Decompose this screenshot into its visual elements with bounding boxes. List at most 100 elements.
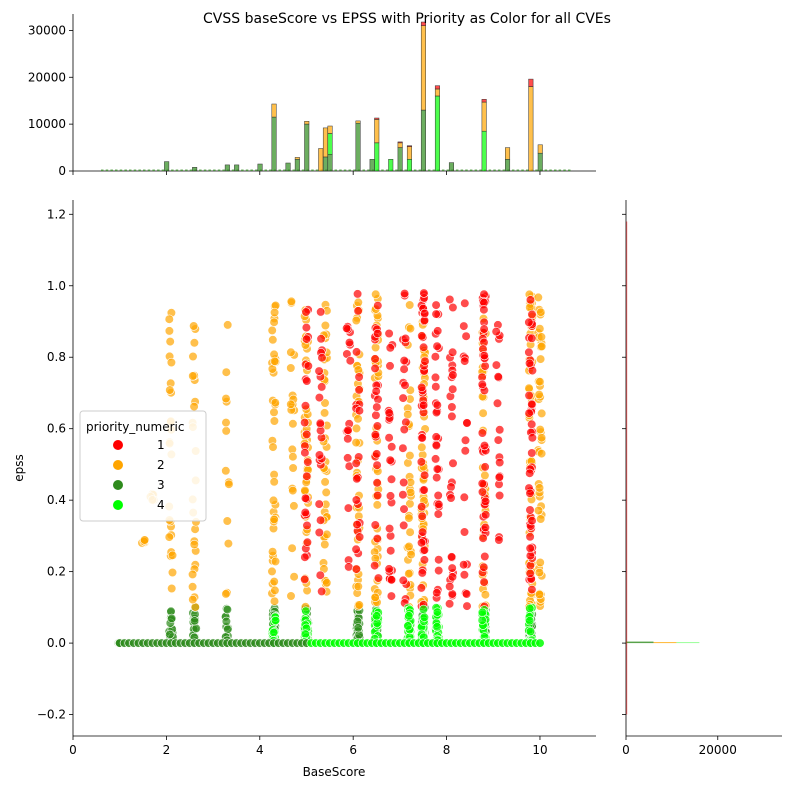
point-s2-c6-20 <box>286 399 296 409</box>
top-hist-bar-7 <box>294 157 300 172</box>
x-axis-label: BaseScore <box>303 765 366 779</box>
top-hist-bar-24 <box>537 144 543 172</box>
point-s3-c1-30 <box>165 629 175 640</box>
point-s1-c13-39 <box>527 516 537 526</box>
legend-entry-4: 4 <box>113 498 165 512</box>
point-s1-c8-31 <box>431 454 441 464</box>
point-s3-c2-24 <box>189 616 200 626</box>
point-s1-c8-19 <box>432 464 443 474</box>
top-hist-small-bar <box>563 169 566 171</box>
point-s1-c0-6 <box>303 457 313 467</box>
point-s1-c5-26 <box>385 343 395 353</box>
top-hist-small-bar <box>549 169 552 171</box>
top-hist-small-bar <box>334 169 337 171</box>
point-s1-c11-31 <box>480 462 490 472</box>
top-hist-small-bar <box>217 169 221 171</box>
point-s1-c11-25 <box>477 487 488 497</box>
point-s3-c3-17 <box>223 624 233 634</box>
top-hist-small-bar <box>143 169 146 171</box>
point-s2-c2-2 <box>165 337 175 347</box>
top-hist-bar-3 <box>234 164 240 172</box>
point-s1-c5-13 <box>387 442 397 452</box>
point-s1-c9-21 <box>448 347 458 357</box>
point-s1-c6-15 <box>398 575 408 586</box>
top-hist-small-bar <box>245 169 249 171</box>
top-hist-bar-22 <box>505 147 511 172</box>
point-s2-c9-25 <box>351 315 361 326</box>
top-hist-segment-p1 <box>434 85 440 90</box>
point-s1-c7-38 <box>418 527 428 537</box>
point-s1-c8-2 <box>431 382 441 392</box>
point-s1-c4-26 <box>372 402 382 412</box>
point-s2-c10-47 <box>372 500 382 510</box>
top-hist-small-bar <box>171 169 174 171</box>
top-hist-segment-p3 <box>271 116 277 172</box>
point-s1-c13-48 <box>524 358 535 368</box>
point-s2-c3-13 <box>188 582 198 592</box>
top-hist-segment-p2 <box>537 144 543 154</box>
top-hist-bar-13 <box>369 159 375 172</box>
top-hist-small-bar <box>413 169 417 171</box>
point-s1-c0-18 <box>300 507 310 518</box>
point-s1-c8-15 <box>431 300 441 310</box>
point-s2-c2-24 <box>165 385 175 395</box>
point-s1-c11-40 <box>477 478 487 489</box>
point-s1-c0-22 <box>303 361 313 371</box>
top-hist-bar-17 <box>406 145 412 172</box>
top-hist-segment-p2 <box>271 103 277 118</box>
top-hist-bar-12 <box>355 120 361 172</box>
point-s1-c10-9 <box>459 570 470 580</box>
point-s1-c7-47 <box>417 538 427 548</box>
point-s1-c12-9 <box>491 327 501 337</box>
right-x-tick-label: 0 <box>622 743 630 757</box>
top-hist-bar-21 <box>481 99 487 172</box>
legend: priority_numeric 1 2 3 4 <box>79 410 207 522</box>
top-hist-small-bars <box>101 169 571 171</box>
point-s4-c5-40 <box>432 622 442 632</box>
point-s2-c15-37 <box>534 567 545 578</box>
y-tick-label: 0.4 <box>47 493 66 507</box>
right-x-tick-label: 20000 <box>699 743 737 757</box>
point-s1-c13-35 <box>524 408 534 418</box>
point-s1-c0-21 <box>302 376 312 386</box>
top-hist-small-bar <box>385 169 389 171</box>
point-s2-c11-26 <box>405 527 415 537</box>
point-s1-c0-7 <box>302 429 312 440</box>
point-s2-c9-32 <box>353 581 363 592</box>
point-s1-c9-18 <box>445 294 455 305</box>
top-hist-small-bar <box>339 169 342 171</box>
point-s2-c8-39 <box>322 529 332 540</box>
top-hist-bar-10 <box>322 127 328 172</box>
top-hist-bar-9 <box>318 148 324 172</box>
top-hist-small-bar <box>516 169 520 171</box>
point-s1-c11-47 <box>480 522 491 533</box>
top-y-tick-label: 0 <box>58 164 66 178</box>
point-s1-c3-16 <box>353 306 363 316</box>
point-s2-c2-22 <box>167 583 177 594</box>
top-hist-segment-p4 <box>434 95 440 172</box>
point-s1-c10-3 <box>459 492 469 502</box>
point-s1-c1-4 <box>314 393 325 403</box>
point-s4-c7-25 <box>525 603 535 614</box>
point-s1-c5-12 <box>384 433 394 443</box>
point-s1-c11-49 <box>479 441 490 451</box>
point-s1-c7-23 <box>419 400 429 410</box>
point-s1-c6-14 <box>399 356 409 366</box>
y-tick-label: 0.8 <box>47 350 66 364</box>
top-hist-segment-p2 <box>406 146 412 160</box>
point-s2-c2-18 <box>164 314 174 324</box>
point-s1-c4-19 <box>371 386 381 396</box>
top-hist-small-bar <box>311 169 314 171</box>
point-s1-c9-11 <box>447 552 457 562</box>
top-hist-segment-p1 <box>397 141 403 144</box>
point-s1-c3-0 <box>351 564 362 574</box>
point-s2-c8-9 <box>320 408 330 418</box>
point-s1-c9-23 <box>446 493 456 503</box>
point-s2-c3-1 <box>189 338 199 348</box>
point-s1-c8-21 <box>433 509 443 519</box>
point-s1-c10-1 <box>461 331 471 341</box>
point-s1-c10-0 <box>460 298 470 308</box>
point-s2-c4-8 <box>221 418 231 428</box>
point-s2-c3-20 <box>188 351 198 362</box>
